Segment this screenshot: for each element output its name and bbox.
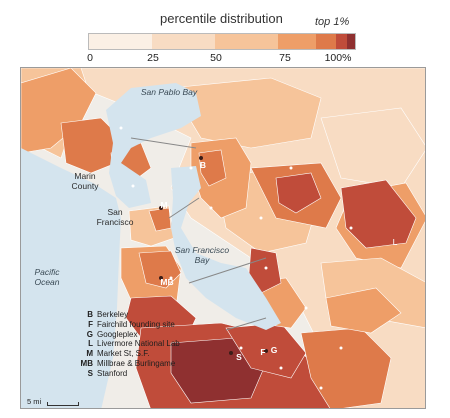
scale-segment	[316, 34, 336, 49]
marker-millbrae: MB	[160, 277, 174, 287]
scale-segment	[336, 34, 347, 49]
key-name: Stanford	[97, 368, 128, 378]
region-livermore	[340, 179, 417, 249]
key-code: L	[88, 339, 93, 349]
region-berkeley	[198, 149, 227, 187]
key-name: Millbrae & Burlingame	[97, 358, 176, 368]
dumbarton-bridge	[225, 317, 267, 331]
tract-markers	[119, 126, 353, 390]
key-row: L Livermore National Lab	[74, 339, 194, 349]
scale-label: 5 mi	[27, 397, 42, 406]
marker-berkeley: B	[199, 160, 207, 170]
legend-tick: 75	[279, 52, 291, 64]
region-northeast	[320, 107, 425, 189]
key-row: G Googleplex	[74, 330, 194, 340]
label-san-francisco: San Francisco	[96, 207, 134, 227]
key-name: Berkeley	[97, 310, 129, 319]
key-code: B	[87, 310, 93, 319]
key-code: G	[86, 329, 93, 339]
landmark-dots	[159, 156, 268, 355]
legend-tick: 100%	[324, 52, 352, 64]
key-name: Fairchild founding site	[97, 319, 175, 329]
marker-fairchild: F	[260, 347, 266, 357]
map-canvas[interactable]	[21, 68, 426, 409]
key-name: Googleplex	[97, 329, 138, 339]
scale-segment	[152, 34, 215, 49]
legend-top-label: top 1%	[315, 16, 350, 28]
map-key: B Berkeley F Fairchild founding site G Google…	[74, 310, 194, 379]
region-east-san-jose	[325, 287, 402, 334]
scale-segment	[278, 34, 316, 49]
bay-bridge	[168, 197, 200, 219]
legend-title: percentile distribution	[160, 11, 283, 26]
scale-segment	[89, 34, 152, 49]
key-code: M	[86, 349, 93, 359]
key-code: F	[88, 319, 93, 329]
key-code: S	[87, 368, 93, 378]
key-name: Livermore National Lab	[97, 339, 180, 349]
san-pablo-bay-water	[106, 83, 201, 208]
legend-tick: 50	[210, 52, 222, 64]
label-marin-county: Marin County	[71, 171, 99, 191]
label-pacific-ocean: Pacific Ocean	[34, 267, 60, 287]
color-scale-bar	[88, 33, 356, 50]
label-livermore: L	[392, 237, 398, 247]
marker-market-st: M	[160, 200, 168, 210]
region-north	[170, 77, 322, 149]
scale-segment	[347, 34, 355, 49]
key-row: MB Millbrae & Burlingame	[74, 359, 194, 369]
scale-line	[47, 402, 79, 406]
region-hayward	[248, 247, 282, 294]
richmond-bridge	[130, 137, 197, 149]
legend-tick: 25	[147, 52, 159, 64]
legend-tick: 0	[87, 52, 93, 64]
label-sf-bay: San Francisco Bay	[174, 245, 230, 265]
key-row: S Stanford	[74, 369, 194, 379]
marker-googleplex: G	[270, 345, 278, 355]
key-row: B Berkeley	[74, 310, 194, 320]
key-code: MB	[80, 358, 93, 368]
label-san-pablo-bay: San Pablo Bay	[140, 87, 198, 97]
pacific-ocean-water	[21, 148, 121, 408]
map[interactable]: San Pablo Bay Marin County San Francisco…	[20, 67, 426, 409]
san-francisco-bay-water	[171, 166, 281, 330]
marker-stanford: S	[236, 352, 242, 362]
key-row: M Market St, S.F.	[74, 349, 194, 359]
san-mateo-bridge	[188, 257, 267, 284]
key-row: F Fairchild founding site	[74, 320, 194, 330]
legend: percentile distribution top 1% 0 25 50 7…	[0, 0, 450, 68]
region-orinda	[275, 172, 322, 214]
scale-segment	[215, 34, 278, 49]
key-name: Market St, S.F.	[97, 349, 150, 359]
